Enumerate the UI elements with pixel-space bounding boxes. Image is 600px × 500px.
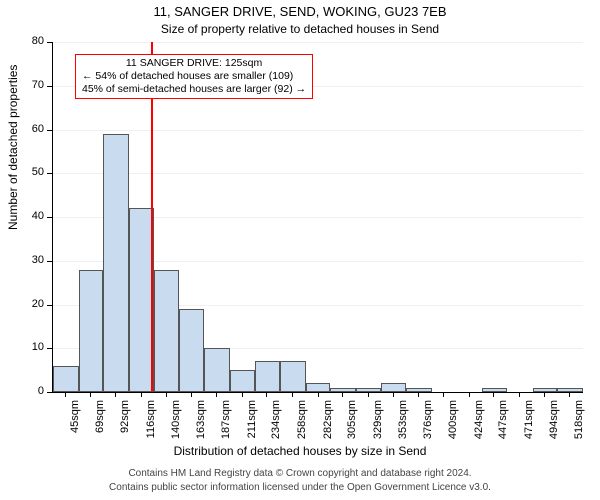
y-tick-label: 70 [22,79,44,91]
y-tick-mark [47,217,52,218]
x-tick-mark [368,392,369,397]
x-tick-label: 353sqm [397,400,409,450]
y-tick-label: 30 [22,254,44,266]
x-tick-label: 45sqm [69,400,81,450]
x-tick-mark [519,392,520,397]
y-tick-mark [47,392,52,393]
x-tick-mark [191,392,192,397]
chart-root: 11, SANGER DRIVE, SEND, WOKING, GU23 7EB… [0,0,600,500]
x-tick-mark [242,392,243,397]
annotation-line: 45% of semi-detached houses are larger (… [82,83,306,96]
gridline [53,42,583,43]
x-tick-label: 400sqm [447,400,459,450]
gridline [53,130,583,131]
annotation-line: ← 54% of detached houses are smaller (10… [82,70,306,83]
x-tick-label: 329sqm [372,400,384,450]
histogram-bar [255,361,281,392]
x-tick-mark [469,392,470,397]
gridline [53,173,583,174]
chart-subtitle: Size of property relative to detached ho… [0,22,600,36]
x-tick-label: 494sqm [548,400,560,450]
x-tick-label: 234sqm [270,400,282,450]
x-tick-mark [115,392,116,397]
y-tick-mark [47,261,52,262]
y-tick-label: 20 [22,298,44,310]
x-tick-mark [318,392,319,397]
y-tick-mark [47,42,52,43]
histogram-bar [154,270,179,393]
x-tick-mark [342,392,343,397]
plot-area: 11 SANGER DRIVE: 125sqm← 54% of detached… [52,42,583,393]
x-tick-label: 447sqm [497,400,509,450]
y-tick-label: 0 [22,385,44,397]
x-tick-mark [393,392,394,397]
y-tick-label: 80 [22,35,44,47]
histogram-bar [230,370,255,392]
x-tick-label: 163sqm [195,400,207,450]
x-tick-label: 305sqm [346,400,358,450]
y-tick-mark [47,173,52,174]
histogram-bar [53,366,79,392]
histogram-bar [204,348,230,392]
x-tick-mark [90,392,91,397]
x-tick-label: 424sqm [473,400,485,450]
y-tick-mark [47,348,52,349]
histogram-bar [381,383,406,392]
y-tick-label: 50 [22,166,44,178]
histogram-bar [103,134,129,392]
histogram-bar [79,270,104,393]
x-tick-mark [418,392,419,397]
y-tick-mark [47,305,52,306]
y-tick-mark [47,130,52,131]
histogram-bar [533,388,558,392]
x-tick-label: 69sqm [94,400,106,450]
y-tick-mark [47,86,52,87]
x-tick-mark [544,392,545,397]
x-tick-mark [569,392,570,397]
histogram-bar [280,361,306,392]
x-tick-label: 211sqm [246,400,258,450]
annotation-line: 11 SANGER DRIVE: 125sqm [82,57,306,70]
y-tick-label: 40 [22,210,44,222]
x-tick-label: 187sqm [220,400,232,450]
histogram-bar [306,383,331,392]
histogram-bar [179,309,205,392]
footer-licence: Contains public sector information licen… [0,482,600,493]
x-tick-mark [141,392,142,397]
y-tick-label: 10 [22,341,44,353]
x-tick-label: 518sqm [573,400,585,450]
x-tick-mark [292,392,293,397]
x-tick-label: 92sqm [119,400,131,450]
x-tick-label: 258sqm [296,400,308,450]
x-tick-label: 116sqm [145,400,157,450]
y-axis-label: Number of detached properties [6,65,20,230]
x-tick-label: 376sqm [422,400,434,450]
x-tick-mark [493,392,494,397]
chart-title: 11, SANGER DRIVE, SEND, WOKING, GU23 7EB [0,4,600,19]
x-tick-label: 140sqm [170,400,182,450]
annotation-box: 11 SANGER DRIVE: 125sqm← 54% of detached… [75,54,313,99]
y-tick-label: 60 [22,123,44,135]
x-tick-mark [266,392,267,397]
footer-copyright: Contains HM Land Registry data © Crown c… [0,468,600,479]
x-tick-mark [443,392,444,397]
x-tick-mark [65,392,66,397]
x-tick-label: 471sqm [523,400,535,450]
x-tick-mark [216,392,217,397]
x-tick-mark [166,392,167,397]
x-tick-label: 282sqm [322,400,334,450]
